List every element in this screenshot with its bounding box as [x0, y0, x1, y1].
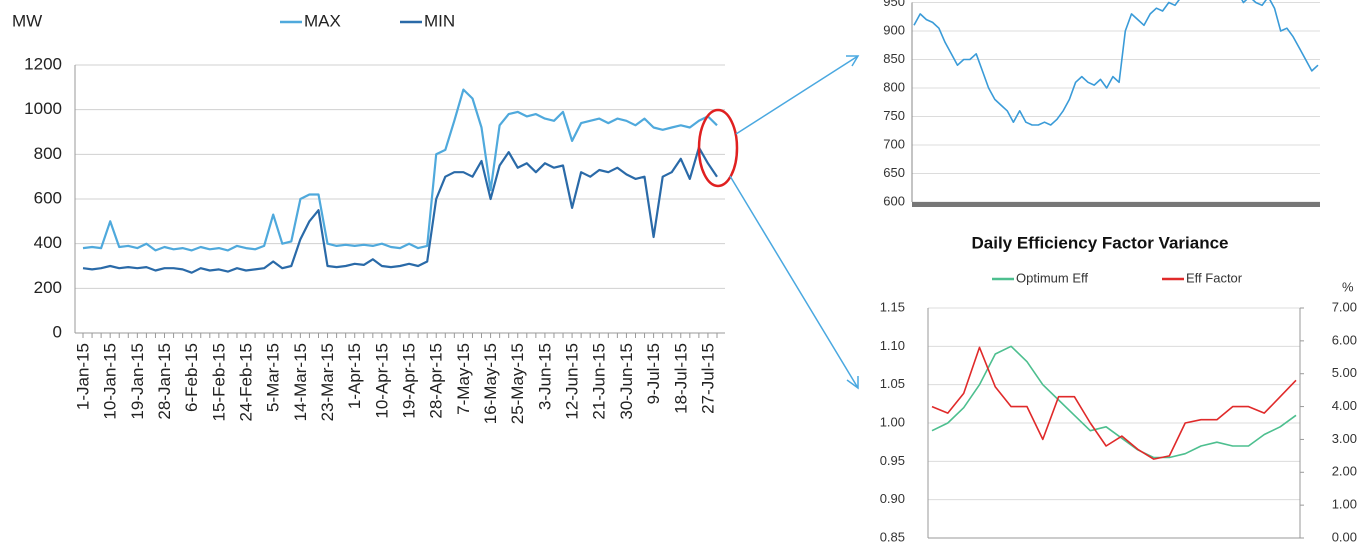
- highlight-ellipse: [697, 108, 739, 188]
- x-tick-label: 6-Feb-15: [182, 343, 201, 412]
- x-tick-label: 10-Jan-15: [101, 343, 120, 420]
- arrow-head: [846, 55, 860, 67]
- arrow: [729, 175, 859, 389]
- y-tick-label: 0.85: [880, 529, 905, 544]
- x-tick-label: 28-Jan-15: [155, 343, 174, 420]
- x-tick-label: 10-Apr-15: [372, 343, 391, 419]
- y-tick-label: 1000: [24, 99, 62, 118]
- y-tick-label: 800: [883, 79, 905, 94]
- y-tick-label: 600: [883, 193, 905, 208]
- y-tick-label: 1.05: [880, 376, 905, 391]
- legend-label: Optimum Eff: [1016, 270, 1088, 285]
- arrows: [729, 55, 860, 390]
- arrow: [735, 55, 859, 135]
- x-tick-label: 21-Jun-15: [590, 343, 609, 420]
- x-tick-label: 16-May-15: [481, 343, 500, 424]
- y-tick-label: 0.95: [880, 453, 905, 468]
- y-tick-label: 750: [883, 108, 905, 123]
- series-line: [931, 345, 1297, 459]
- x-tick-label: 24-Feb-15: [237, 343, 256, 421]
- x-tick-label: 27-Jul-15: [698, 343, 717, 414]
- x-tick-label: 1-Apr-15: [345, 343, 364, 409]
- zoom-chart: 600 650 700 750 800 850 900 950: [883, 0, 1320, 208]
- y-tick-label: 700: [883, 136, 905, 151]
- y2-tick-label: 2.00: [1332, 464, 1357, 479]
- x-tick-label: 12-Jun-15: [563, 343, 582, 420]
- series-line: [913, 0, 1319, 126]
- x-tick-label: 5-Mar-15: [264, 343, 283, 412]
- y2-tick-label: 1.00: [1332, 497, 1357, 512]
- y-tick-label: 0.90: [880, 491, 905, 506]
- y2-tick-label: 0.00: [1332, 529, 1357, 544]
- y-tick-label: 1200: [24, 54, 62, 73]
- efficiency-chart: 0.85 0.90 0.95 1.00 1.05 1.10 1.15 0.00 1.00 2.00…: [880, 233, 1357, 544]
- chart-title: Daily Efficiency Factor Variance: [971, 233, 1228, 252]
- x-tick-label: 14-Mar-15: [291, 343, 310, 421]
- x-tick-label: 28-Apr-15: [427, 343, 446, 419]
- y-tick-label: 0: [53, 322, 62, 341]
- x-tick-label: 19-Jan-15: [128, 343, 147, 420]
- legend-label: MIN: [424, 11, 455, 30]
- x-tick-label: 30-Jun-15: [617, 343, 636, 420]
- y2-tick-label: 6.00: [1332, 332, 1357, 347]
- y2-tick-label: 3.00: [1332, 431, 1357, 446]
- y-tick-label: 950: [883, 0, 905, 9]
- x-tick-label: 19-Apr-15: [400, 343, 419, 419]
- x-tick-label: 7-May-15: [454, 343, 473, 415]
- x-axis: [912, 202, 1320, 207]
- y-tick-label: 1.15: [880, 299, 905, 314]
- y-tick-label: 650: [883, 165, 905, 180]
- series-line: [82, 146, 718, 274]
- y-axis-label: MW: [12, 11, 42, 30]
- load-chart: 0 200 400 600 800 1000 1200 1-Jan-15 10-Jan-15 19…: [12, 11, 725, 424]
- y-tick-label: 850: [883, 51, 905, 66]
- x-tick-label: 15-Feb-15: [209, 343, 228, 421]
- y-tick-label: 800: [34, 144, 62, 163]
- y-tick-label: 900: [883, 22, 905, 37]
- y2-tick-label: 5.00: [1332, 365, 1357, 380]
- x-tick-label: 1-Jan-15: [73, 343, 92, 410]
- legend-label: MAX: [304, 11, 341, 30]
- y-tick-label: 400: [34, 233, 62, 252]
- series-line: [931, 346, 1297, 460]
- y-tick-label: 600: [34, 188, 62, 207]
- y-tick-label: 1.10: [880, 338, 905, 353]
- series-line: [82, 88, 718, 252]
- y-tick-label: 1.00: [880, 414, 905, 429]
- x-tick-label: 25-May-15: [508, 343, 527, 424]
- x-tick-label: 3-Jun-15: [535, 343, 554, 410]
- y-tick-label: 200: [34, 278, 62, 297]
- x-tick-label: 9-Jul-15: [644, 343, 663, 404]
- legend-label: Eff Factor: [1186, 270, 1243, 285]
- y2-tick-label: 7.00: [1332, 299, 1357, 314]
- x-tick-label: 23-Mar-15: [318, 343, 337, 421]
- arrow-head: [846, 376, 859, 390]
- y2-axis-label: %: [1342, 279, 1354, 294]
- y2-tick-label: 4.00: [1332, 398, 1357, 413]
- x-tick-label: 18-Jul-15: [671, 343, 690, 414]
